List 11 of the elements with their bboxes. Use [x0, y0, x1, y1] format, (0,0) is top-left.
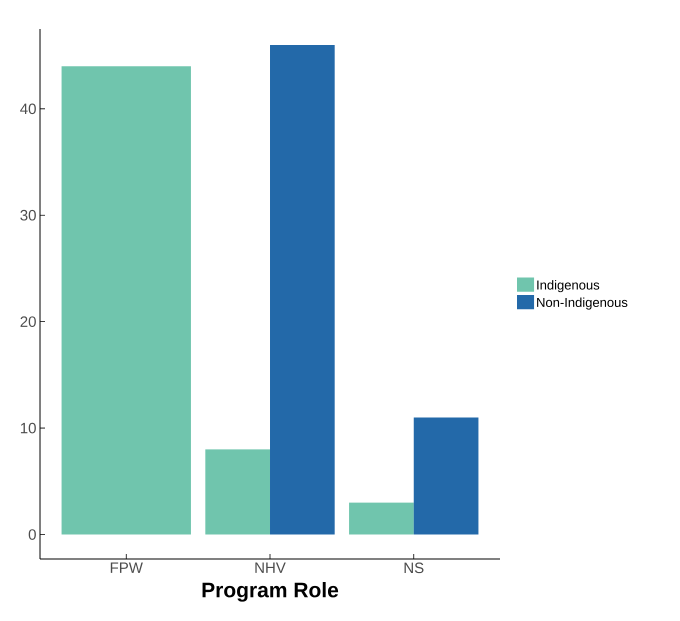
y-tick-label: 40 [20, 104, 36, 114]
x-tick-label: NHV [255, 562, 286, 573]
x-tick-label: FPW [110, 562, 143, 573]
y-tick-label: 10 [20, 422, 36, 434]
y-tick-label: 20 [20, 316, 36, 327]
y-tick-label: 0 [28, 529, 36, 540]
legend-label: Indigenous [537, 280, 600, 292]
x-axis-title: Program Role [202, 582, 338, 602]
legend-label: Non-Indigenous [537, 297, 628, 310]
y-tick-label: 30 [20, 210, 36, 221]
x-tick-label: NS [404, 562, 424, 574]
